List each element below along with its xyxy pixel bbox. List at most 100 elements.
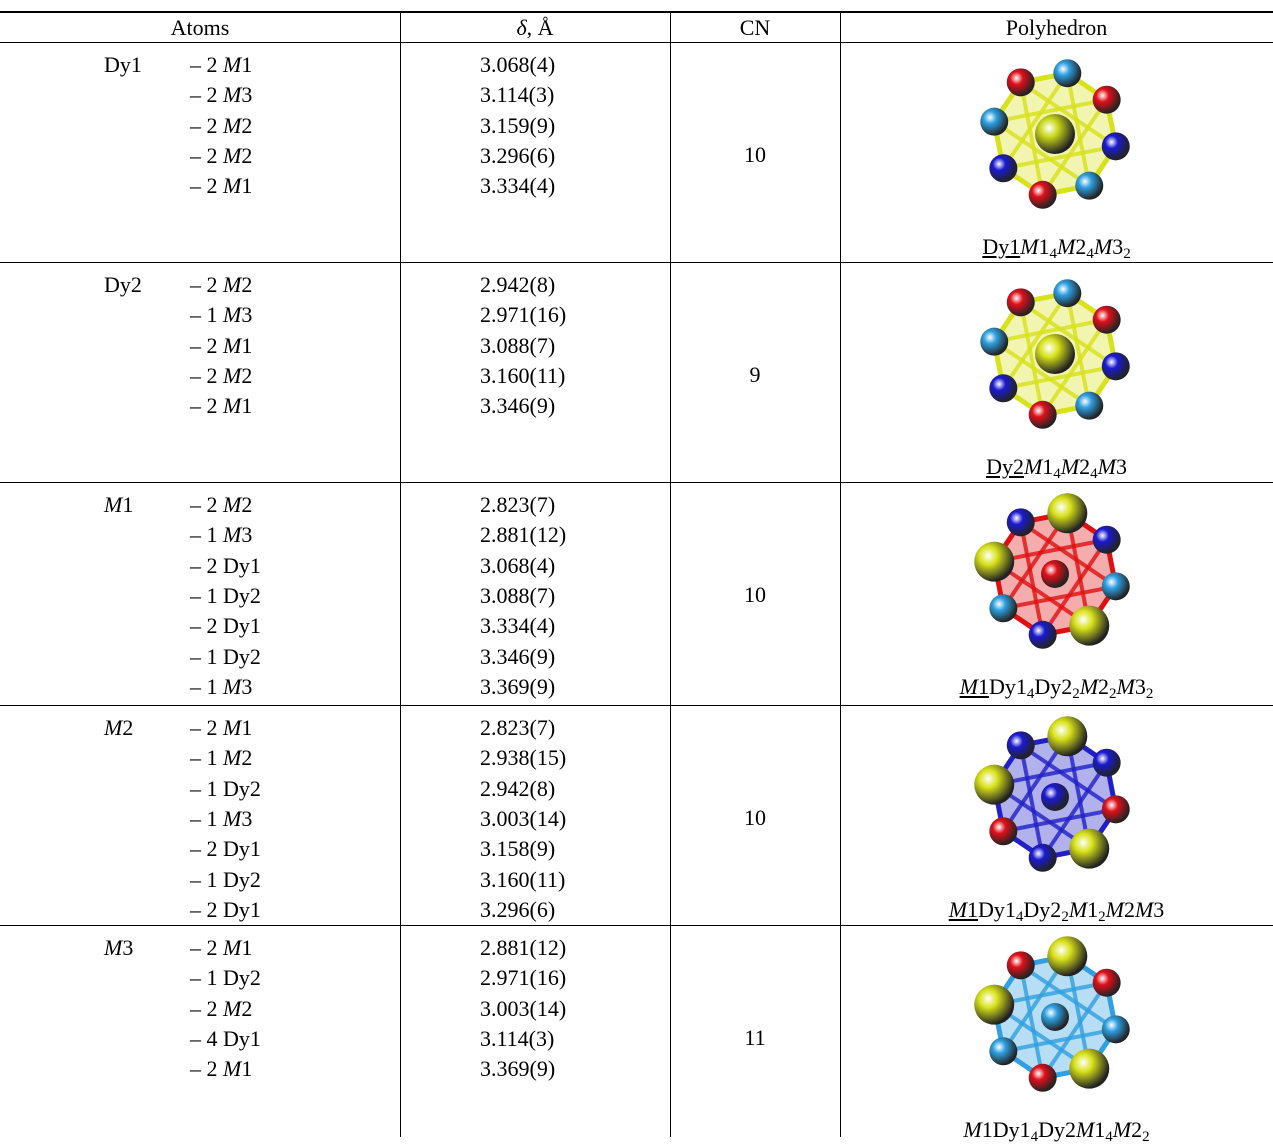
neighbor: – 1 M2 (190, 745, 252, 771)
polyhedron-image (965, 484, 1145, 664)
distance: 3.114(3) (480, 1026, 554, 1052)
formula-count: 4 (1105, 1129, 1113, 1145)
distance: 2.942(8) (480, 776, 555, 802)
distance: 2.942(8) (480, 272, 555, 298)
neighbor: – 2 M3 (190, 82, 252, 108)
formula-atom: M1 (960, 674, 989, 699)
distance: 3.159(9) (480, 113, 555, 139)
formula-count: 2 (1123, 246, 1131, 262)
neighbor: – 2 M2 (190, 272, 252, 298)
neighbor: – 2 M2 (190, 143, 252, 169)
neighbor: – 2 M2 (190, 996, 252, 1022)
formula-atom: M2 (1061, 454, 1090, 479)
formula: M1Dy14Dy22M12M2M3 (840, 897, 1273, 923)
formula-count: 2 (1061, 909, 1069, 925)
central-atom: M2 (104, 715, 133, 741)
neighbor: – 1 Dy2 (190, 644, 261, 670)
distance: 3.334(4) (480, 173, 555, 199)
neighbor: – 2 M2 (190, 363, 252, 389)
neighbor: – 2 M2 (190, 113, 252, 139)
formula-count: 2 (1109, 686, 1117, 702)
formula-count: 2 (1098, 909, 1106, 925)
distance: 3.114(3) (480, 82, 554, 108)
neighbor: – 2 Dy1 (190, 836, 261, 862)
neighbor: – 1 M3 (190, 806, 252, 832)
formula-atom: Dy1 (982, 234, 1020, 259)
formula-count: 4 (1053, 466, 1061, 482)
polyhedron-image (965, 927, 1145, 1107)
distance: 3.003(14) (480, 996, 566, 1022)
neighbor: – 2 M1 (190, 52, 252, 78)
distance: 2.938(15) (480, 745, 566, 771)
formula: Dy2M14M24M3 (840, 454, 1273, 480)
distance: 3.346(9) (480, 393, 555, 419)
formula-atom: Dy2 (1034, 674, 1072, 699)
row-rule (0, 925, 1273, 926)
central-atom: Dy1 (104, 52, 142, 78)
central-atom: Dy2 (104, 272, 142, 298)
distance: 3.369(9) (480, 1056, 555, 1082)
neighbor: – 2 M1 (190, 1056, 252, 1082)
formula-count: 2 (1146, 686, 1154, 702)
central-atom: M1 (104, 492, 133, 518)
formula-atom: Dy1 (993, 1117, 1031, 1142)
neighbor: – 1 Dy2 (190, 583, 261, 609)
distance: 2.971(16) (480, 302, 566, 328)
distance: 2.823(7) (480, 492, 555, 518)
neighbor: – 1 M3 (190, 674, 252, 700)
polyhedron-image (965, 707, 1145, 887)
neighbor: – 2 M2 (190, 492, 252, 518)
col-rule (840, 12, 841, 1137)
distance: 3.068(4) (480, 52, 555, 78)
formula-atom: Dy2 (1023, 897, 1061, 922)
formula-atom: M2 (1080, 674, 1109, 699)
formula-count: 4 (1050, 246, 1058, 262)
formula-atom: M1 (1020, 234, 1049, 259)
formula-atom: M1 (1069, 897, 1098, 922)
distance: 2.881(12) (480, 522, 566, 548)
header-rule (0, 42, 1273, 43)
distance: 3.088(7) (480, 583, 555, 609)
distance: 3.296(6) (480, 143, 555, 169)
distance: 3.160(11) (480, 867, 565, 893)
formula-count: 4 (1086, 246, 1094, 262)
row-rule (0, 482, 1273, 483)
formula-atom: M1 (949, 897, 978, 922)
top-rule (0, 11, 1273, 13)
cn: 11 (670, 1025, 840, 1051)
neighbor: – 2 M1 (190, 715, 252, 741)
cn: 10 (670, 805, 840, 831)
distance: 2.823(7) (480, 715, 555, 741)
neighbor: – 2 M1 (190, 173, 252, 199)
header-cell: δ, Å (400, 15, 670, 41)
neighbor: – 2 M1 (190, 333, 252, 359)
distance: 3.346(9) (480, 644, 555, 670)
central-atom: M3 (104, 935, 133, 961)
neighbor: – 2 M1 (190, 935, 252, 961)
formula-atom: M3 (1098, 454, 1127, 479)
distance: 3.068(4) (480, 553, 555, 579)
formula-count: 4 (1031, 1129, 1039, 1145)
header-cell: Atoms (0, 15, 400, 41)
formula-atom: Dy2 (1038, 1117, 1076, 1142)
distance: 3.003(14) (480, 806, 566, 832)
formula-atom: M1 (963, 1117, 992, 1142)
distance: 3.369(9) (480, 674, 555, 700)
formula: M1Dy14Dy2M14M22 (840, 1117, 1273, 1143)
formula-atom: Dy2 (986, 454, 1024, 479)
formula-atom: M2 (1106, 897, 1135, 922)
distance: 2.971(16) (480, 965, 566, 991)
distance: 3.088(7) (480, 333, 555, 359)
neighbor: – 2 M1 (190, 393, 252, 419)
formula-count: 2 (1072, 686, 1080, 702)
header-cell: Polyhedron (840, 15, 1273, 41)
formula-atom: M1 (1024, 454, 1053, 479)
row-rule (0, 262, 1273, 263)
formula-count: 2 (1142, 1129, 1150, 1145)
neighbor: – 2 Dy1 (190, 613, 261, 639)
polyhedron-image (965, 264, 1145, 444)
neighbor: – 4 Dy1 (190, 1026, 261, 1052)
formula-atom: Dy1 (978, 897, 1016, 922)
formula: Dy1M14M24M32 (840, 234, 1273, 260)
distance: 3.158(9) (480, 836, 555, 862)
